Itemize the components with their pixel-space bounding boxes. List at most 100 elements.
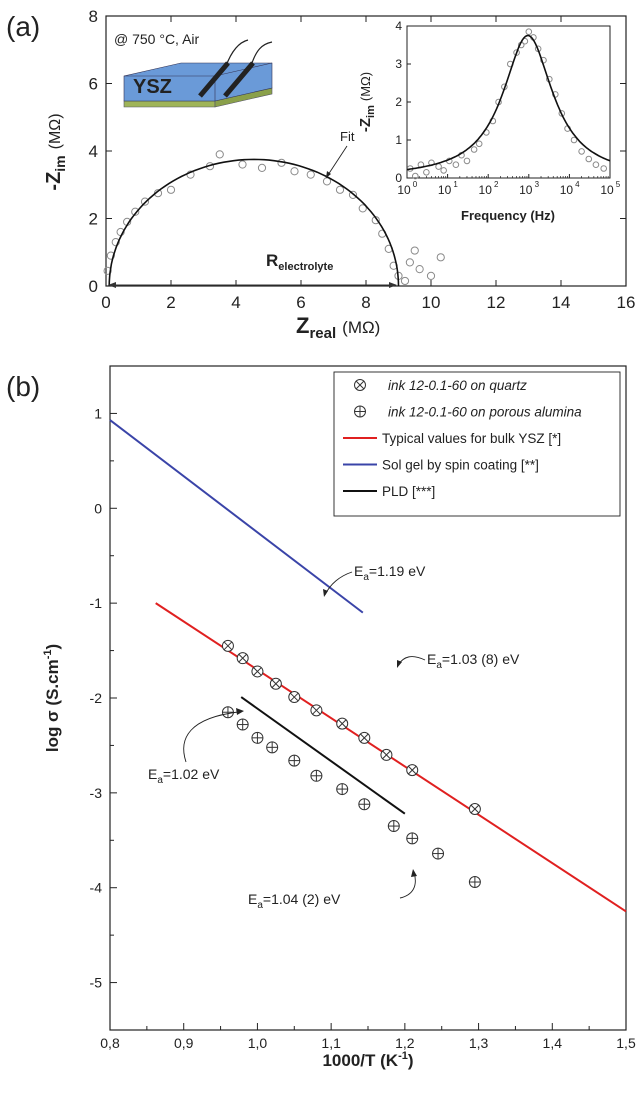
panel-a-x-axis-label: Zreal (MΩ): [296, 313, 380, 342]
panel-a-condition-label: @ 750 °C, Air: [114, 31, 200, 47]
b-x-tick-label: 0,8: [100, 1035, 120, 1051]
b-y-tick-label: 0: [94, 500, 102, 516]
legend-box: [333, 371, 621, 517]
inset-data-point: [470, 146, 478, 153]
a-data-point: [290, 167, 299, 176]
a-x-tick-label: 6: [296, 293, 305, 312]
inset-data-point: [475, 140, 483, 148]
wire-2: [250, 41, 273, 67]
alumina-data-point: [432, 847, 445, 860]
alumina-data-point: [387, 820, 400, 833]
b-x-tick-label: 1,2: [395, 1035, 415, 1051]
b-y-tick-label: -2: [90, 690, 103, 706]
inset-x-tick-exponent: 5: [616, 180, 621, 189]
inset-data-point: [423, 169, 430, 176]
alumina-data-point: [358, 798, 371, 811]
alumina-data-point: [221, 706, 234, 719]
inset-y-tick-label: 0: [395, 171, 402, 185]
a-x-tick-label: 0: [101, 293, 110, 312]
panel-b-data-series: [221, 639, 481, 889]
inset-data-point: [463, 157, 471, 165]
quartz-data-point: [269, 677, 282, 690]
a-data-point: [215, 150, 224, 159]
inset-data-point: [578, 148, 585, 155]
a-data-point: [335, 185, 345, 194]
legend-label: Typical values for bulk YSZ [*]: [382, 431, 561, 446]
inset-fit-curve: [406, 34, 611, 171]
a-data-point: [103, 266, 112, 275]
inset-x-tick-label: 10: [479, 183, 493, 197]
panel-a-y-axis-label: -Zim(MΩ): [43, 113, 68, 190]
panel-b-x-ticks: 0,8 0,9 1,0 1,1 1,2 1,3 1,4 1,5: [100, 1023, 636, 1051]
electrode-1: [198, 61, 230, 98]
inset-x-tick-exponent: 2: [494, 180, 499, 189]
inset-frame: [406, 25, 611, 179]
a-x-tick-label: 16: [617, 293, 636, 312]
panel-a-fit-curve: [108, 158, 400, 287]
panel-b-x-axis-label: 1000/T (K-1): [322, 1050, 413, 1070]
ea-sol-gel-arrow-head: [323, 589, 328, 597]
ea-pld: Ea=1.02 eV: [148, 766, 220, 786]
a-data-point: [426, 271, 436, 280]
reference-line: [109, 419, 364, 614]
inset-data-point: [600, 165, 608, 172]
quartz-data-point: [251, 665, 264, 678]
a-x-tick-label: 2: [166, 293, 175, 312]
alumina-data-point: [266, 741, 279, 754]
inset-data-point: [513, 49, 520, 56]
inset-x-tick-label: 10: [519, 183, 533, 197]
ea-sol-gel-arrow: [324, 571, 353, 596]
b-y-tick-label: -4: [90, 880, 103, 896]
a-data-point: [166, 185, 176, 194]
inset-x-axis-label: Frequency (Hz): [461, 208, 555, 223]
a-data-point: [436, 253, 445, 262]
a-y-tick-label: 8: [89, 7, 98, 26]
legend-marker: [354, 405, 366, 418]
ea-pld-arrow-head: [236, 708, 244, 715]
a-data-point: [257, 163, 267, 172]
resistance-arrow-left: [108, 282, 116, 288]
inset-x-tick-exponent: 3: [535, 180, 540, 189]
quartz-data-point: [358, 731, 371, 744]
inset-x-ticks: 10 0 10 1 10 2 10 3 10 4 10 5: [397, 174, 621, 197]
b-y-tick-label: -1: [90, 595, 103, 611]
a-data-point: [306, 170, 315, 179]
a-x-tick-label: 14: [552, 293, 571, 312]
legend-label: PLD [***]: [382, 484, 435, 499]
ea-sol-gel: Ea=1.19 eV: [354, 563, 426, 583]
quartz-data-point: [406, 764, 419, 777]
b-y-tick-label: 1: [94, 405, 102, 421]
ysz-label: YSZ: [133, 76, 172, 98]
reference-line: [240, 696, 406, 815]
quartz-data-point: [288, 691, 301, 704]
fit-pointer-line: [325, 145, 348, 179]
panel-b-axes: 0,8 0,9 1,0 1,1 1,2 1,3 1,4 1,5 1 0 -1 -2 -3 -4 -5: [90, 365, 636, 1051]
panel-b-y-ticks: 1 0 -1 -2 -3 -4 -5: [90, 405, 117, 991]
resistance-label: Relectrolyte: [266, 251, 333, 273]
quartz-data-point: [236, 652, 249, 665]
inset-x-tick-exponent: 0: [413, 180, 418, 189]
ea-bulk: Ea=1.03 (8) eV: [427, 651, 520, 671]
inset-data-point: [411, 172, 419, 180]
a-data-point: [410, 246, 419, 255]
inset-x-tick-label: 10: [397, 183, 411, 197]
a-data-point: [322, 177, 332, 186]
a-data-point: [140, 197, 150, 206]
inset-y-tick-label: 2: [395, 95, 402, 109]
inset-y-ticks: 0 1 2 3 4: [395, 19, 411, 185]
a-x-tick-label: 4: [231, 293, 240, 312]
a-data-point: [238, 160, 247, 169]
film-edge-2: [214, 62, 273, 77]
panel-a-y-ticks: 0 2 4 6 8: [89, 7, 626, 296]
a-data-point: [106, 251, 115, 260]
ysz-sample-schematic: YSZ: [123, 39, 273, 108]
a-x-tick-label: 12: [487, 293, 506, 312]
ea-alumina: Ea=1.04 (2) eV: [248, 891, 341, 911]
a-x-tick-label: 10: [422, 293, 441, 312]
inset-x-tick-label: 10: [600, 183, 614, 197]
a-data-point: [405, 258, 414, 267]
substrate-front: [123, 100, 216, 108]
alumina-data-point: [468, 876, 481, 889]
